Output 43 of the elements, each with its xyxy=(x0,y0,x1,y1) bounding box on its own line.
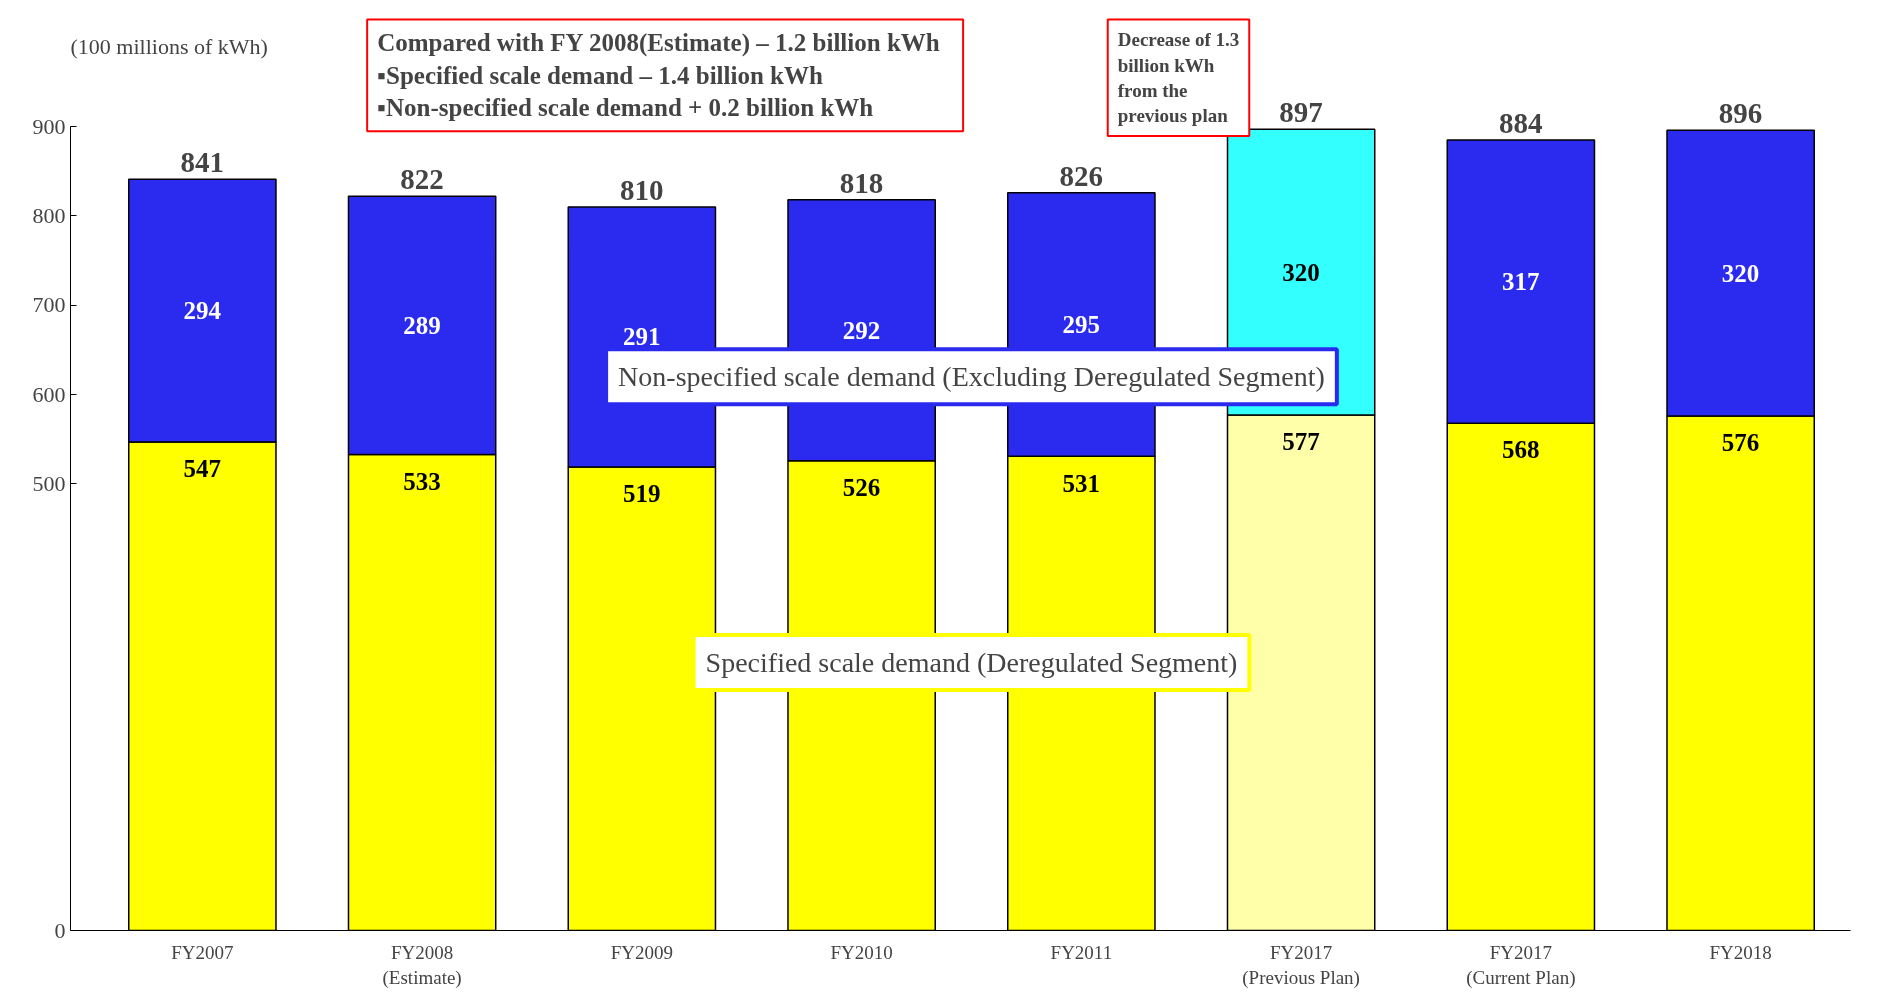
data-label: 519 xyxy=(623,480,661,508)
data-label: 533 xyxy=(403,467,441,495)
data-label: 292 xyxy=(842,316,881,344)
text: Compared with FY 2008(Estimate) – 1.2 billion kWh ▪Specified scale demand – 1.4 billion kWh ▪Non-specified scale demand + 0.2 billion kWh xyxy=(377,29,940,122)
total-label: 810 xyxy=(620,173,664,206)
data-label: 317 xyxy=(1502,268,1540,296)
x-tick-label: FY2017 (Previous Plan) xyxy=(1242,941,1360,989)
x-tick-label: FY2011 xyxy=(1050,941,1113,963)
x-tick-label: FY2018 xyxy=(1709,941,1772,963)
y-tick-label: 700 xyxy=(32,292,66,318)
x-tick-label: FY2007 xyxy=(171,941,234,963)
total-label: 884 xyxy=(1499,106,1543,139)
y-tick-label: 800 xyxy=(32,202,66,228)
data-label: 577 xyxy=(1282,428,1320,456)
data-label: 289 xyxy=(403,311,441,339)
total-label: 841 xyxy=(180,146,225,179)
x-tick-label: FY2010 xyxy=(830,941,893,963)
y-tick-label: 500 xyxy=(32,470,66,496)
data-label: 295 xyxy=(1062,310,1101,338)
total-label: 826 xyxy=(1059,159,1104,192)
x-tick-label: FY2017 (Current Plan) xyxy=(1466,941,1576,989)
y-axis-title: (100 millions of kWh) xyxy=(70,33,268,59)
x-tick-label: FY2008 (Estimate) xyxy=(382,941,462,989)
data-label: 526 xyxy=(842,473,881,501)
data-label: 568 xyxy=(1502,436,1540,464)
total-label: 822 xyxy=(400,163,444,196)
data-label: 531 xyxy=(1062,469,1101,497)
data-label: 294 xyxy=(183,297,222,325)
data-label: 547 xyxy=(183,455,222,483)
total-label: 896 xyxy=(1718,97,1763,130)
series-label: Specified scale demand (Deregulated Segment) xyxy=(705,647,1238,679)
data-label: 320 xyxy=(1282,258,1320,286)
y-tick-label: 900 xyxy=(32,113,66,139)
data-label: 320 xyxy=(1721,259,1760,287)
y-tick-label: 600 xyxy=(32,381,66,407)
y-tick-label: 0 xyxy=(54,917,66,943)
data-label: 291 xyxy=(623,323,661,351)
total-label: 897 xyxy=(1279,96,1323,129)
text: Decrease of 1.3 billion kWh from the previous plan xyxy=(1117,29,1240,127)
x-tick-label: FY2009 xyxy=(610,941,674,963)
total-label: 818 xyxy=(839,166,884,199)
series-label: Non-specified scale demand (Excluding Deregulated Segment) xyxy=(618,361,1325,393)
data-label: 576 xyxy=(1721,429,1760,457)
